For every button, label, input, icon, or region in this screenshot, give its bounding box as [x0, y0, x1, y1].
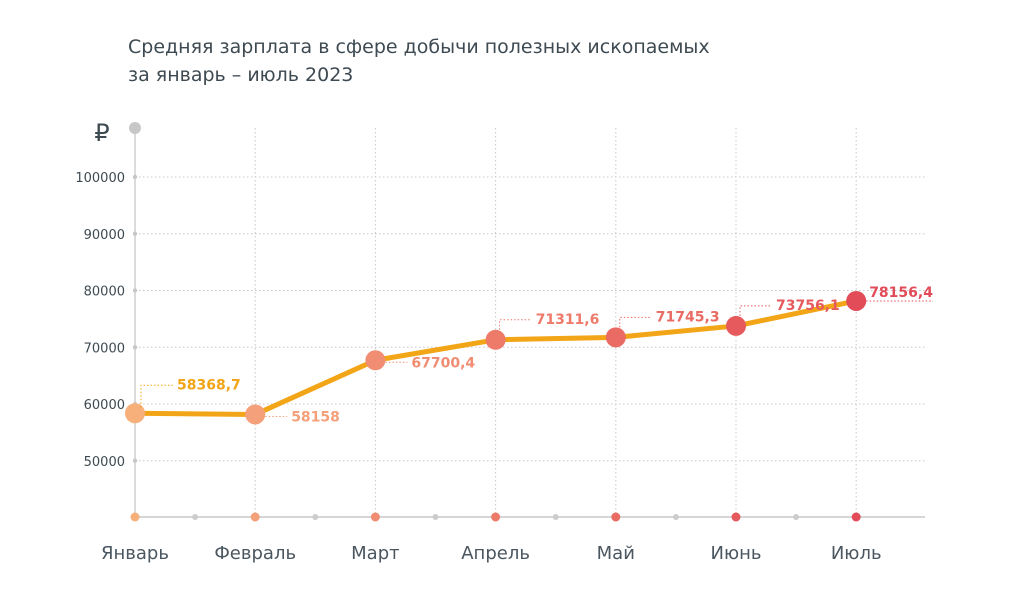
grid [135, 128, 925, 517]
data-point [726, 315, 746, 336]
x-tick-label: Июль [831, 543, 882, 564]
y-tick-label: 90000 [84, 228, 125, 243]
data-labels: 58368,7 58158 67700,4 71311,6 71745,3 73756,1… [140, 285, 933, 425]
chart-title-line-1: Средняя зарплата в сфере добычи полезных… [128, 36, 710, 58]
x-axis-minor-dot [672, 514, 679, 520]
y-tick-label: 80000 [84, 285, 125, 300]
x-axis-marker [130, 512, 140, 522]
data-point [365, 350, 386, 371]
y-axis-top-marker [129, 122, 141, 134]
data-label: 71745,3 [656, 309, 720, 325]
x-axis-marker [250, 512, 260, 522]
data-point [125, 403, 145, 424]
series-salary [125, 290, 867, 425]
x-axis-minor-dot [552, 514, 559, 520]
data-label-leader [140, 384, 173, 408]
x-axis-marker [851, 512, 861, 522]
x-axis-minor-dot [793, 514, 800, 520]
y-tick-label: 60000 [84, 398, 125, 413]
x-tick-label: Март [351, 543, 399, 564]
y-axis-unit-label: ₽ [94, 119, 109, 147]
data-point [605, 327, 626, 348]
x-tick-label: Апрель [461, 543, 530, 564]
y-tick-dot [132, 231, 138, 236]
x-axis-minor-dot [192, 514, 199, 520]
y-tick-dot [132, 345, 138, 350]
x-axis-marker [491, 512, 501, 522]
data-point [846, 290, 867, 311]
x-axis-minor-dot [432, 514, 439, 520]
y-tick-dot [132, 458, 138, 463]
y-axis: ₽ 50000 60000 70000 80000 90000 100000 [75, 119, 141, 517]
data-point [245, 404, 266, 425]
chart-title: Средняя зарплата в сфере добычи полезных… [128, 33, 888, 89]
data-label: 71311,6 [536, 312, 600, 328]
x-tick-label: Июнь [711, 543, 762, 564]
data-point [485, 329, 506, 350]
x-tick-label: Январь [101, 543, 169, 564]
data-label-leader [499, 319, 532, 330]
x-axis-marker [731, 512, 741, 522]
x-axis-marker [370, 512, 380, 522]
x-tick-label: Февраль [214, 543, 296, 564]
x-tick-label: Май [597, 543, 635, 564]
x-axis: Январь Февраль Март Апрель Май Июнь Июль [101, 512, 925, 564]
y-tick-dot [132, 174, 138, 180]
data-label-leader [739, 305, 772, 316]
data-label: 58368,7 [177, 377, 241, 393]
data-label: 78156,4 [869, 285, 933, 301]
data-label: 73756,1 [776, 298, 840, 314]
x-axis-marker [611, 512, 621, 522]
data-label: 67700,4 [411, 355, 475, 371]
y-tick-label: 100000 [75, 171, 125, 186]
x-axis-minor-dot [312, 514, 319, 520]
chart-title-line-2: за январь – июль 2023 [128, 64, 354, 86]
data-label: 58158 [291, 409, 340, 425]
y-tick-dot [132, 288, 138, 293]
y-tick-label: 50000 [84, 455, 125, 470]
y-tick-label: 70000 [84, 341, 125, 356]
data-label-leader [619, 316, 652, 328]
